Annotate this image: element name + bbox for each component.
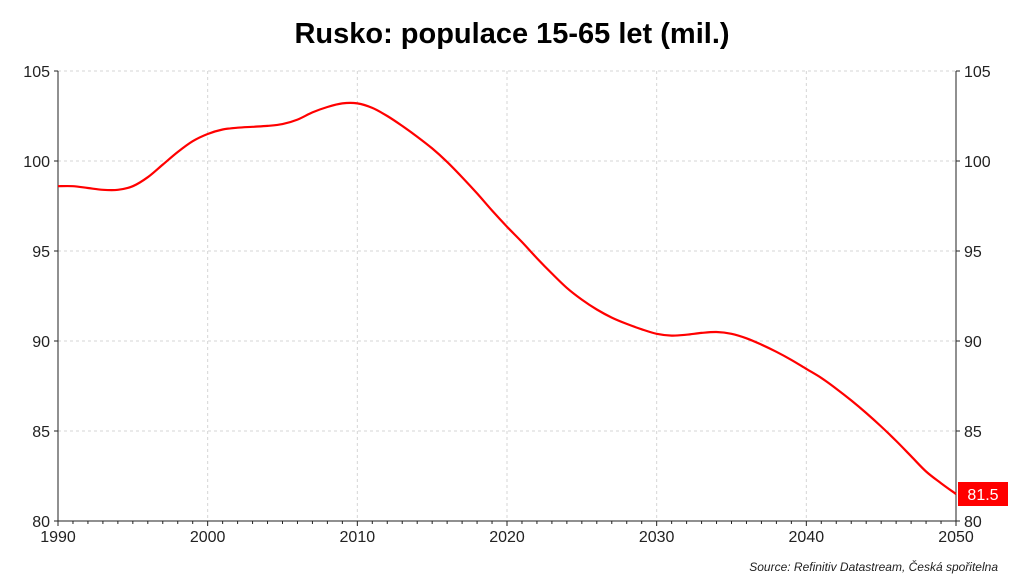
y-tick-label-right-100: 100	[964, 154, 991, 171]
x-tick-label-2050: 2050	[938, 529, 974, 546]
end-value-label-layer: 81.5	[958, 482, 1008, 506]
x-tick-label-2030: 2030	[639, 529, 675, 546]
source-note: Source: Refinitiv Datastream, Česká spoř…	[749, 560, 998, 574]
y-tick-label-right-95: 95	[964, 244, 982, 261]
axes	[54, 70, 960, 526]
y-tick-label-left-80: 80	[32, 514, 50, 531]
y-tick-label-left-95: 95	[32, 244, 50, 261]
end-value-label-box	[958, 482, 1008, 506]
series-line-layer	[57, 101, 957, 495]
y-tick-label-left-100: 100	[23, 154, 50, 171]
y-tick-label-left-90: 90	[32, 334, 50, 351]
x-tick-label-2010: 2010	[340, 529, 376, 546]
x-tick-label-1990: 1990	[40, 529, 76, 546]
y-tick-label-right-105: 105	[964, 64, 991, 81]
chart-title: Rusko: populace 15-65 let (mil.)	[294, 18, 730, 50]
x-tick-label-2040: 2040	[789, 529, 825, 546]
y-tick-label-right-90: 90	[964, 334, 982, 351]
y-tick-label-left-105: 105	[23, 64, 50, 81]
y-tick-label-right-80: 80	[964, 514, 982, 531]
end-value-label: 81.5	[967, 487, 998, 504]
x-tick-label-2000: 2000	[190, 529, 226, 546]
gridlines	[58, 70, 956, 521]
series-line	[57, 101, 957, 495]
x-tick-label-2020: 2020	[489, 529, 525, 546]
y-tick-label-left-85: 85	[32, 424, 50, 441]
tick-labels: 80 80 85 85 90 90 95 95 100 100 105 105 1990 2000 2010…	[23, 64, 991, 546]
y-tick-label-right-85: 85	[964, 424, 982, 441]
